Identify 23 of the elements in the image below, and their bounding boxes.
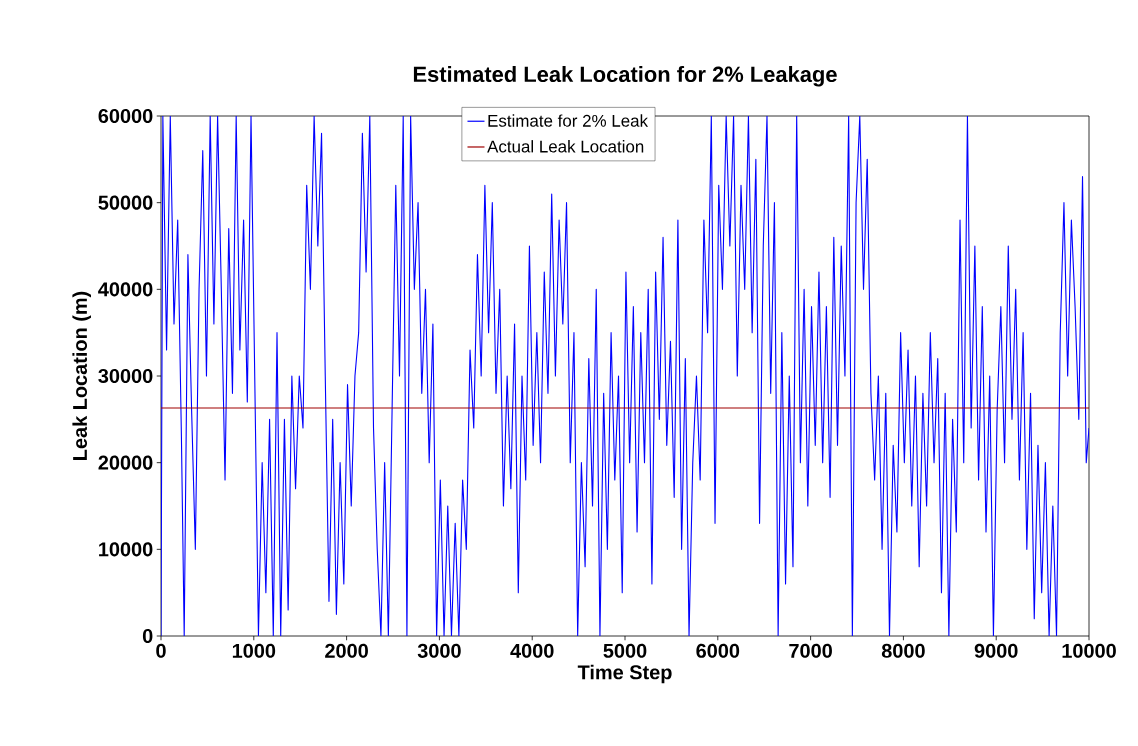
legend-label: Actual Leak Location: [487, 140, 644, 153]
y-axis-title: Leak Location (m): [72, 291, 91, 460]
y-tick-label: 10000: [99, 542, 153, 557]
x-tick-label: 1000: [232, 643, 276, 658]
y-tick-label: 0: [142, 628, 153, 644]
y-tick-label: 60000: [98, 108, 153, 124]
x-tick-label: 10000: [1062, 643, 1116, 658]
x-tick-label: 3000: [417, 643, 461, 658]
y-tick-label: 30000: [98, 368, 153, 384]
x-axis-title: Time Step: [577, 664, 672, 684]
legend-label: Estimate for 2% Leak: [488, 114, 649, 127]
x-tick-label: 9000: [974, 643, 1018, 658]
x-tick-label: 0: [156, 643, 166, 658]
x-tick-label: 5000: [603, 643, 647, 658]
x-tick-label: 2000: [325, 643, 368, 658]
chart-title: Estimated Leak Location for 2% Leakage: [413, 65, 837, 87]
x-tick-label: 4000: [510, 643, 554, 658]
x-tick-label: 8000: [881, 643, 925, 658]
y-tick-label: 20000: [98, 455, 153, 470]
x-tick-label: 6000: [696, 643, 740, 658]
x-tick-label: 7000: [789, 643, 832, 658]
y-tick-label: 50000: [98, 195, 153, 210]
y-tick-label: 40000: [98, 282, 153, 297]
